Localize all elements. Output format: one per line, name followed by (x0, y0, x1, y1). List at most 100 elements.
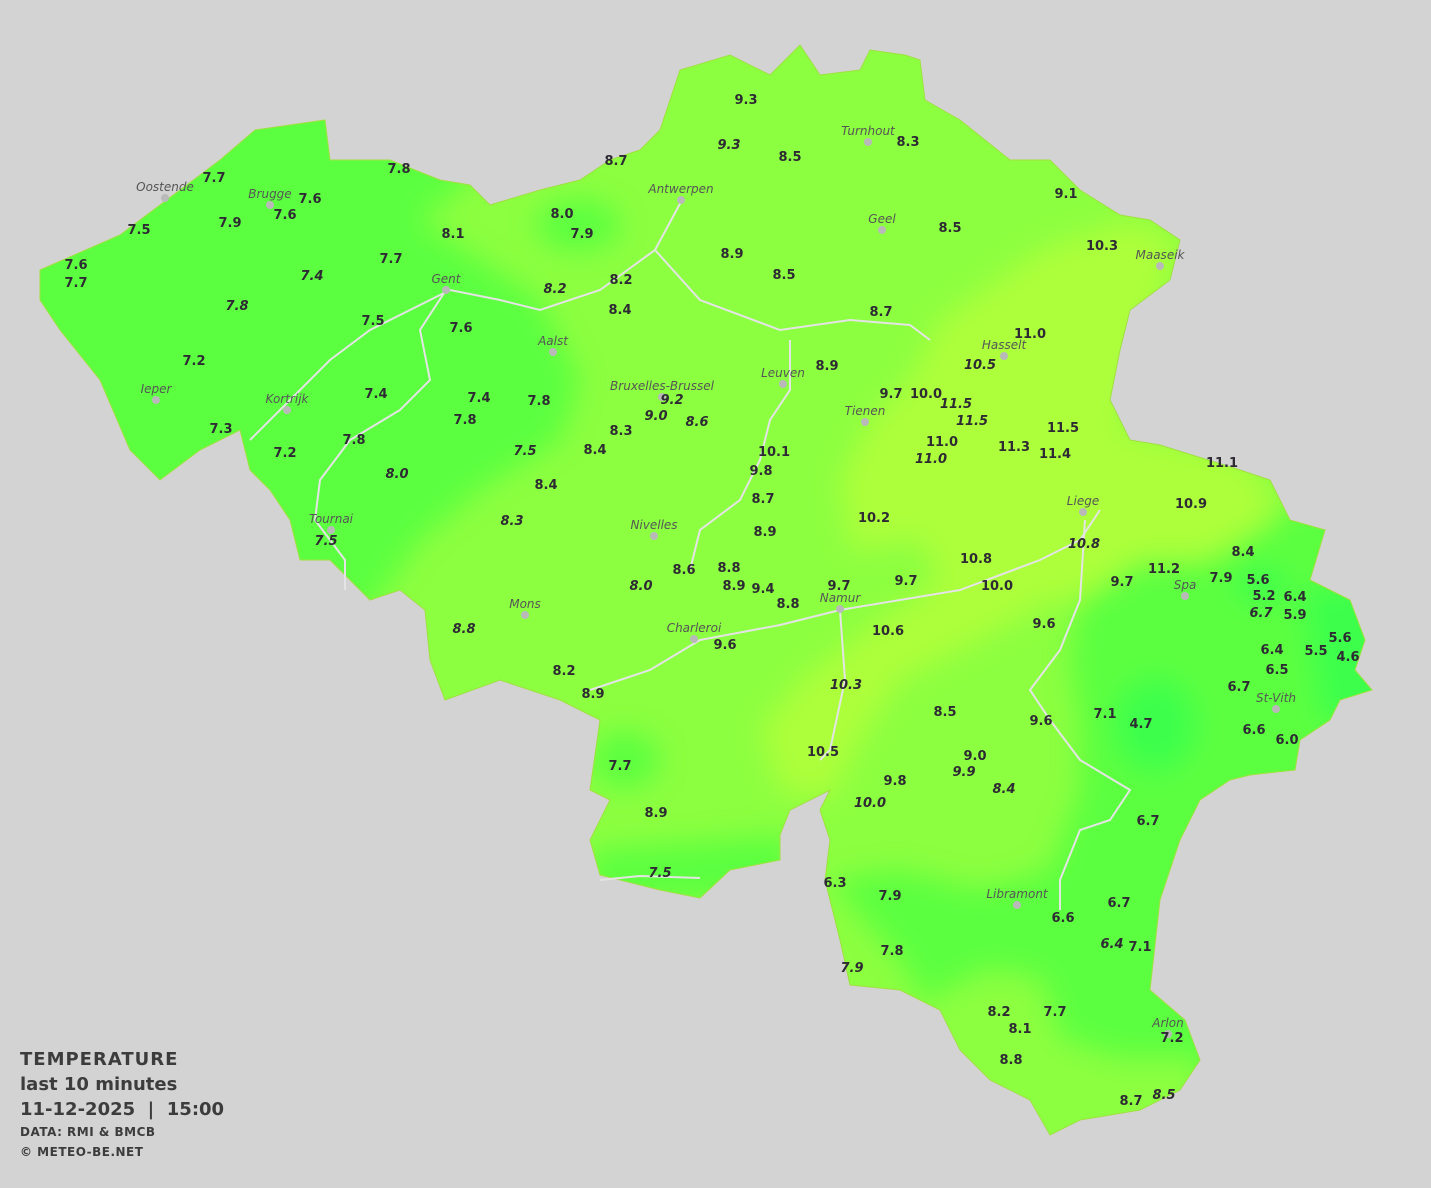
city-maaseik: Maaseik (1136, 248, 1186, 270)
city-dot (690, 635, 698, 643)
temperature-value: 4.7 (1129, 717, 1152, 732)
temperature-value: 11.5 (940, 397, 972, 412)
zone-cold-hautes-fagnes (1234, 567, 1290, 603)
temperature-value: 9.7 (879, 387, 902, 402)
city-label: Kortrijk (266, 392, 310, 406)
temperature-value: 8.4 (534, 478, 557, 493)
city-dot (1013, 901, 1021, 909)
temperature-value: 8.2 (552, 664, 575, 679)
temperature-value: 10.0 (910, 387, 942, 402)
temperature-value: 9.6 (1029, 714, 1052, 729)
temperature-value: 8.1 (1008, 1022, 1031, 1037)
city-libramont: Libramont (986, 887, 1049, 909)
temperature-value: 5.5 (1304, 644, 1327, 659)
legend-source: DATA: RMI & BMCB (20, 1125, 156, 1139)
temperature-value: 6.4 (1260, 643, 1283, 658)
temperature-value: 11.5 (956, 414, 988, 429)
river-leuven (689, 340, 791, 571)
temperature-value: 5.6 (1246, 573, 1269, 588)
city-kortrijk: Kortrijk (266, 392, 310, 414)
temperature-value: 10.3 (1086, 239, 1118, 254)
city-oostende: Oostende (136, 180, 194, 202)
temperature-value: 9.6 (1032, 617, 1055, 632)
temperature-value: 8.4 (992, 782, 1015, 797)
city-dot (521, 611, 529, 619)
temperature-value: 8.1 (441, 227, 464, 242)
temperature-value: 8.9 (581, 687, 604, 702)
city-label: Liege (1067, 494, 1099, 508)
temperature-value: 7.9 (218, 216, 241, 231)
temperature-value: 7.7 (64, 276, 87, 291)
temperature-value: 6.6 (1242, 723, 1265, 738)
city-dot (1164, 1030, 1172, 1038)
temperature-value: 5.9 (1283, 608, 1306, 623)
city-dot (1181, 592, 1189, 600)
temperature-value: 9.9 (952, 765, 975, 780)
temperature-value: 7.1 (1093, 707, 1116, 722)
temperature-value: 9.0 (963, 749, 986, 764)
temperature-value: 7.5 (127, 223, 150, 238)
city-label: Tienen (845, 404, 886, 418)
city-dot (152, 396, 160, 404)
temperature-value: 8.2 (609, 273, 632, 288)
temperature-value: 9.2 (660, 393, 683, 408)
temperature-value: 10.9 (1175, 497, 1207, 512)
temperature-value: 8.9 (815, 359, 838, 374)
city-labels: Oostende Brugge Gent Antwerpen Turnhout Geel M… (136, 124, 1296, 1038)
temperature-value: 8.9 (644, 806, 667, 821)
temperature-value: 8.9 (720, 247, 743, 262)
temperature-value: 9.7 (894, 574, 917, 589)
temperature-value: 4.6 (1336, 650, 1359, 665)
temperature-value: 8.2 (543, 282, 566, 297)
temperature-value: 6.4 (1283, 590, 1306, 605)
temperature-value: 7.4 (364, 387, 387, 402)
city-dot (283, 406, 291, 414)
temperature-value: 8.8 (717, 561, 740, 576)
city-mons: Mons (509, 597, 541, 619)
temperature-value: 8.8 (776, 597, 799, 612)
temperature-value: 5.2 (1252, 589, 1275, 604)
city-label: Brugge (248, 187, 291, 201)
map-legend: TEMPERATURE last 10 minutes 11-12-2025 |… (20, 1047, 224, 1162)
city-label: Namur (820, 591, 862, 605)
city-label: Gent (432, 272, 462, 286)
city-dot (327, 526, 335, 534)
city-arlon: Arlon (1151, 1016, 1184, 1038)
city-geel: Geel (868, 212, 896, 234)
temperature-value: 10.1 (758, 445, 790, 460)
temperature-value: 7.2 (273, 446, 296, 461)
temperature-value: 10.3 (830, 678, 862, 693)
temperature-value: 8.2 (987, 1005, 1010, 1020)
temperature-value: 9.3 (717, 138, 740, 153)
temperature-value: 8.4 (608, 303, 631, 318)
city-bruxelles-brussel: Bruxelles-Brussel (610, 379, 715, 401)
temperature-value: 8.8 (999, 1053, 1022, 1068)
temperature-value: 6.6 (1051, 911, 1074, 926)
temperature-value: 7.5 (513, 444, 536, 459)
temperature-value: 8.9 (753, 525, 776, 540)
temperature-value: 8.4 (1231, 545, 1254, 560)
city-charleroi: Charleroi (667, 621, 722, 643)
temperature-value: 9.6 (713, 638, 736, 653)
city-label: Geel (868, 212, 896, 226)
temperature-value: 7.9 (878, 889, 901, 904)
zone-cool-chimay (590, 732, 660, 788)
temperature-value: 7.8 (387, 162, 410, 177)
city-label: Arlon (1151, 1016, 1183, 1030)
temperature-value: 7.8 (880, 944, 903, 959)
zone-cold-eupen (1300, 580, 1372, 720)
city-gent: Gent (432, 272, 462, 294)
temperature-value: 7.5 (314, 534, 337, 549)
city-dot (266, 201, 274, 209)
temperature-value: 8.7 (869, 305, 892, 320)
city-label: Turnhout (841, 124, 896, 138)
temperature-value: 8.5 (772, 268, 795, 283)
city-dot (161, 194, 169, 202)
city-dot (836, 605, 844, 613)
temperature-value: 8.0 (550, 207, 573, 222)
temperature-value: 7.7 (1043, 1005, 1066, 1020)
temperature-value: 8.0 (385, 467, 408, 482)
temperature-value: 8.0 (629, 579, 652, 594)
temperature-value: 8.7 (604, 154, 627, 169)
city-nivelles: Nivelles (630, 518, 678, 540)
